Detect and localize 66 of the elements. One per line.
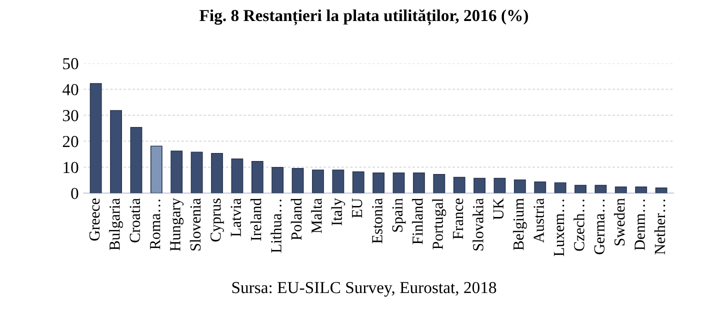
x-tick-label: EU	[352, 198, 362, 218]
x-tick-label: Nether…	[654, 200, 666, 254]
x-tick-label: Czech…	[574, 200, 584, 251]
x-tick-label: Cyprus	[210, 198, 224, 242]
y-tick-label: 10	[64, 162, 78, 174]
bar	[372, 172, 385, 194]
bar	[150, 146, 162, 194]
x-tick-label: Latvia	[230, 198, 242, 237]
x-tick-label: Malta	[311, 198, 322, 234]
x-tick-label: Lithua…	[270, 200, 282, 253]
x-tick-label: Ireland	[250, 198, 262, 241]
bar	[433, 174, 446, 194]
bar	[514, 179, 526, 194]
bar	[90, 83, 102, 194]
bar	[534, 182, 546, 194]
bar	[494, 178, 506, 194]
x-tick-label: Denm…	[634, 200, 645, 250]
x-tick-label: Poland	[290, 198, 302, 240]
x-tick-label: Estonia	[372, 198, 382, 244]
x-tick-label: Belgium	[512, 198, 527, 250]
x-tick-label: Roma…	[150, 200, 160, 250]
bar	[554, 182, 566, 194]
x-tick-label: France	[453, 198, 464, 240]
bar	[292, 168, 304, 194]
x-tick-label: Sweden	[614, 198, 625, 246]
bar	[614, 186, 627, 194]
y-tick-label: 20	[62, 136, 78, 148]
bar	[352, 171, 364, 194]
x-tick-label: Austria	[534, 198, 544, 243]
bar	[170, 150, 183, 194]
x-tick-label: Slovenia	[190, 198, 201, 250]
y-tick-label: 0	[71, 188, 78, 200]
bar	[453, 176, 466, 194]
bar	[231, 158, 244, 194]
bar	[655, 188, 668, 194]
bar	[412, 172, 425, 194]
y-tick-label: 40	[62, 84, 78, 96]
bar	[392, 172, 405, 194]
x-tick-label: Germa…	[594, 200, 605, 254]
bar	[190, 152, 203, 194]
bar	[211, 152, 223, 194]
bar	[332, 170, 344, 194]
x-tick-label: Italy	[331, 198, 346, 226]
x-tick-label: Hungary	[170, 198, 184, 252]
bar	[251, 161, 264, 194]
x-tick-label: Croatia	[130, 198, 140, 242]
bar	[110, 110, 122, 194]
chart-title: Fig. 8 Restanțieri la plata utilităților, 2016 (%)	[200, 9, 528, 26]
bar	[272, 167, 284, 194]
x-tick-label: Greece	[89, 198, 100, 241]
x-tick-label: UK	[493, 198, 504, 220]
x-tick-label: Luxem…	[554, 200, 564, 256]
bar	[594, 184, 607, 194]
bar	[574, 184, 586, 194]
y-tick-label: 30	[62, 110, 78, 122]
text: Sursa: EU-SILC Survey, Eurostat, 2018	[232, 282, 496, 297]
y-tick-label: 50	[63, 58, 78, 70]
bar	[130, 127, 142, 194]
x-tick-label: Spain	[392, 198, 406, 232]
x-tick-label: Bulgaria	[109, 198, 123, 250]
x-tick-label: Finland	[412, 198, 423, 244]
x-tick-label: Portugal	[432, 198, 446, 250]
x-tick-label: Slovakia	[472, 198, 484, 250]
bar	[635, 186, 648, 194]
bar	[474, 178, 486, 194]
bar	[312, 170, 324, 194]
